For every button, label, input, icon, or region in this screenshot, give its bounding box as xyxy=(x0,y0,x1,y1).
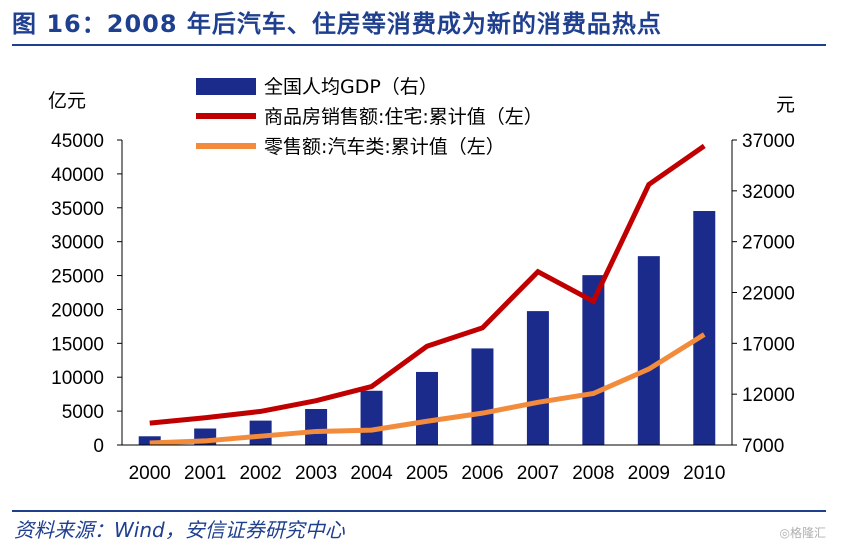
right-tick-label: 17000 xyxy=(742,334,795,355)
bar xyxy=(582,275,605,445)
page-title: 图 16：2008 年后汽车、住房等消费成为新的消费品热点 xyxy=(12,10,662,38)
x-tick-label: 2004 xyxy=(350,463,393,484)
bar xyxy=(526,311,549,445)
bar xyxy=(471,348,494,445)
left-tick-label: 35000 xyxy=(51,199,104,220)
left-axis: 0 5000 10000 15000 20000 25000 30000 35000 40000… xyxy=(51,131,122,457)
bar-series xyxy=(138,211,716,445)
left-tick-label: 0 xyxy=(93,436,104,457)
legend-label: 全国人均GDP（右） xyxy=(264,76,438,98)
x-tick-label: 2003 xyxy=(295,463,337,484)
right-tick-label: 12000 xyxy=(742,385,795,406)
left-tick-label: 15000 xyxy=(51,334,104,355)
line-series xyxy=(149,143,706,446)
x-tick-label: 2000 xyxy=(129,463,171,484)
title-divider xyxy=(12,44,826,46)
bar xyxy=(693,211,716,445)
x-tick-label: 2008 xyxy=(572,463,614,484)
x-axis: 2000 2001 2002 2003 2004 2005 2006 2007 2008 2009… xyxy=(129,463,726,484)
legend-swatch xyxy=(196,78,256,95)
x-tick-label: 2002 xyxy=(239,463,281,484)
x-tick-label: 2006 xyxy=(461,463,503,484)
bar xyxy=(637,256,660,445)
left-tick-label: 45000 xyxy=(51,131,104,152)
right-tick-label: 27000 xyxy=(742,233,795,254)
right-axis: 7000 12000 17000 22000 27000 32000 37000 xyxy=(732,131,795,457)
left-tick-label: 20000 xyxy=(51,300,104,321)
bar xyxy=(360,390,383,445)
bar xyxy=(416,371,438,445)
x-tick-label: 2001 xyxy=(184,463,226,484)
footer-divider xyxy=(12,510,826,512)
x-tick-label: 2007 xyxy=(517,463,559,484)
left-axis-unit: 亿元 xyxy=(48,90,86,112)
left-tick-label: 40000 xyxy=(51,165,104,186)
right-axis-unit: 元 xyxy=(776,94,795,116)
bar xyxy=(305,408,328,445)
right-tick-label: 32000 xyxy=(742,182,795,203)
series-line xyxy=(149,143,706,426)
x-tick-label: 2005 xyxy=(406,463,448,484)
right-tick-label: 37000 xyxy=(742,131,795,152)
x-tick-label: 2010 xyxy=(683,463,725,484)
axis-lines xyxy=(121,140,733,446)
right-tick-label: 7000 xyxy=(742,436,784,457)
chart: 0 5000 10000 15000 20000 25000 30000 35000 40000… xyxy=(48,76,795,484)
left-tick-label: 30000 xyxy=(51,233,104,254)
left-tick-label: 5000 xyxy=(62,402,104,423)
bar xyxy=(249,420,272,445)
left-tick-label: 10000 xyxy=(51,368,104,389)
left-tick-label: 25000 xyxy=(51,267,104,288)
x-tick-label: 2009 xyxy=(628,463,670,484)
legend-label: 零售额:汽车类:累计值（左） xyxy=(264,136,505,158)
legend: 全国人均GDP（右） 商品房销售额:住宅:累计值（左） 零售额:汽车类:累计值（左） xyxy=(196,76,543,158)
watermark: ◎格隆汇 xyxy=(779,526,826,540)
right-tick-label: 22000 xyxy=(742,284,795,305)
legend-label: 商品房销售额:住宅:累计值（左） xyxy=(264,106,543,128)
source-note: 资料来源：Wind，安信证券研究中心 xyxy=(14,518,345,542)
series-line xyxy=(149,332,706,446)
